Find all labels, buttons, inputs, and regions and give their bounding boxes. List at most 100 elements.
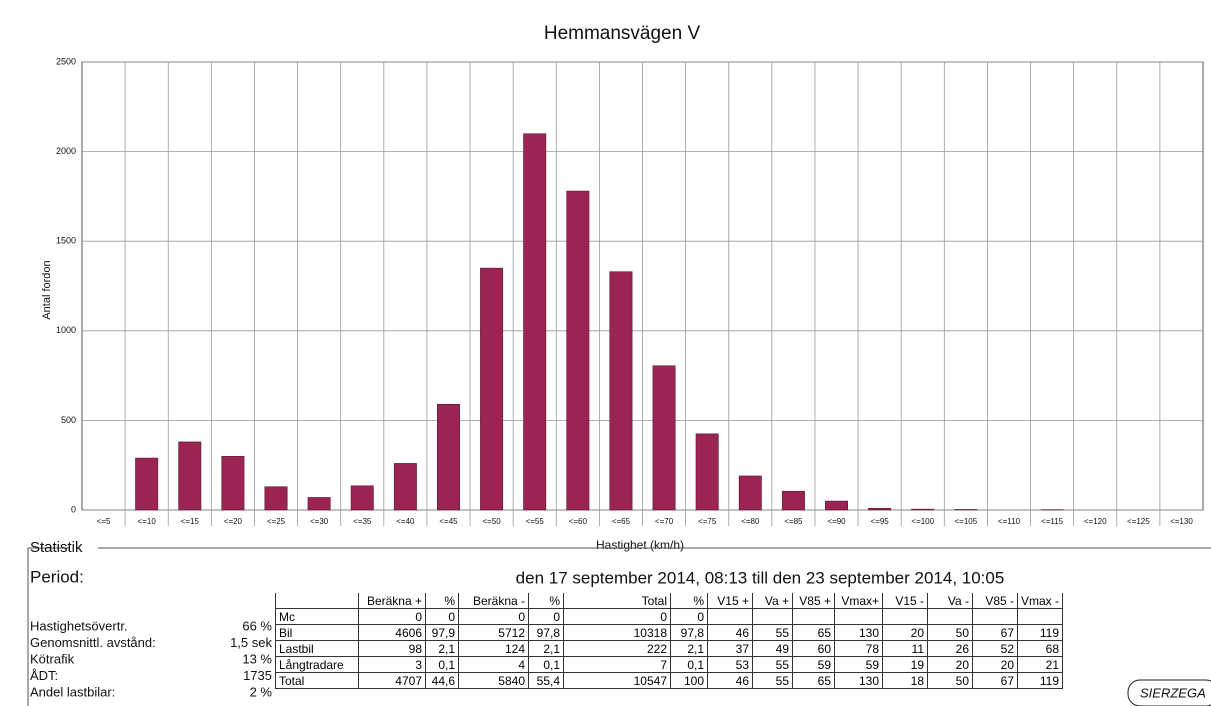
y-tick-label: 2000 [56, 146, 76, 156]
x-tick-label: <=35 [353, 517, 372, 526]
chart-title: Hemmansvägen V [544, 23, 701, 44]
y-axis-label: Antal fordon [41, 260, 53, 319]
x-tick-label: <=95 [871, 517, 890, 526]
table-cell: 0,1 [425, 656, 459, 673]
table-cell: 2,1 [528, 640, 564, 657]
table-cell: 124 [458, 640, 529, 657]
table-cell: 0 [425, 608, 459, 625]
x-tick-label: <=90 [827, 517, 846, 526]
table-cell: 0,1 [670, 656, 708, 673]
y-tick-label: 1500 [56, 236, 76, 246]
table-cell: 78 [834, 640, 883, 657]
bar [954, 509, 978, 511]
row-label: Lastbil [275, 640, 359, 657]
table-cell: 37 [707, 640, 753, 657]
table-cell: 4 [458, 656, 529, 673]
column-header: V15 + [707, 593, 753, 609]
table-cell: 100 [670, 672, 708, 689]
x-tick-label: <=15 [181, 517, 200, 526]
x-tick-label: <=30 [310, 517, 329, 526]
table-cell [972, 608, 1018, 625]
bar [825, 500, 848, 511]
table-cell: 67 [972, 624, 1018, 641]
statistics-heading: Statistik [30, 539, 83, 556]
stat-value: 1,5 sek [230, 635, 272, 650]
table-cell: 0 [458, 608, 529, 625]
column-header: Va - [927, 593, 973, 609]
table-cell: 98 [358, 640, 426, 657]
table-cell: 60 [792, 640, 835, 657]
table-cell: 21 [1016, 656, 1064, 673]
table-cell: 55 [752, 672, 793, 689]
table-cell: 10547 [563, 672, 671, 689]
bar [652, 365, 676, 511]
table-cell: 2,1 [425, 640, 459, 657]
column-header: Va + [752, 593, 793, 609]
bar [609, 271, 633, 511]
table-cell: 2,1 [670, 640, 708, 657]
table-cell: 0 [670, 608, 708, 625]
table-cell [1016, 608, 1064, 625]
stat-value: 66 % [242, 618, 272, 633]
table-cell: 5712 [458, 624, 529, 641]
table-cell [882, 608, 928, 625]
column-header: Vmax+ [834, 593, 883, 609]
bar [178, 441, 202, 511]
table-cell: 50 [927, 672, 973, 689]
table-cell: 26 [927, 640, 973, 657]
table-cell: 0 [528, 608, 564, 625]
statistics-table: Beräkna +% Beräkna -% Total% V15 + Va + V85 +… [275, 593, 1064, 689]
bar [868, 507, 892, 511]
table-cell: 19 [882, 656, 928, 673]
table-cell [792, 608, 835, 625]
table-cell: 46 [707, 624, 753, 641]
x-tick-label: <=50 [482, 517, 501, 526]
table-cell: 5840 [458, 672, 529, 689]
logo: SIERZEGA [1140, 685, 1206, 700]
table-cell: 59 [834, 656, 883, 673]
x-tick-label: <=10 [138, 517, 157, 526]
x-tick-label: <=105 [955, 517, 978, 526]
table-cell: 50 [927, 624, 973, 641]
period-label: Period: [30, 567, 84, 586]
table-cell: 3 [358, 656, 426, 673]
header-corner [275, 593, 359, 609]
x-tick-label: <=20 [224, 517, 243, 526]
y-tick-label: 500 [61, 415, 76, 425]
x-tick-label: <=110 [998, 517, 1021, 526]
x-tick-label: <=45 [439, 517, 458, 526]
x-tick-label: <=55 [526, 517, 545, 526]
table-cell: 53 [707, 656, 753, 673]
table-cell: 222 [563, 640, 671, 657]
table-cell: 20 [972, 656, 1018, 673]
table-cell: 55,4 [528, 672, 564, 689]
x-tick-label: <=125 [1127, 517, 1150, 526]
row-label: Långtradare [275, 656, 359, 673]
logo-frame [1127, 679, 1211, 706]
table-cell: 4707 [358, 672, 426, 689]
table-cell: 44,6 [425, 672, 459, 689]
period-text: den 17 september 2014, 08:13 till den 23… [516, 568, 1005, 587]
bar [264, 486, 288, 511]
column-header: V85 - [972, 593, 1018, 609]
table-cell: 65 [792, 672, 835, 689]
stat-label: Andel lastbilar: [30, 684, 115, 699]
x-tick-label: <=25 [267, 517, 286, 526]
table-cell: 18 [882, 672, 928, 689]
column-header: V15 - [882, 593, 928, 609]
table-cell: 0,1 [528, 656, 564, 673]
x-tick-label: <=60 [569, 517, 588, 526]
bar [393, 463, 417, 511]
bar [221, 455, 245, 511]
table-cell: 55 [752, 656, 793, 673]
stat-value: 13 % [242, 651, 272, 666]
table-cell: 7 [563, 656, 671, 673]
table-cell: 130 [834, 624, 883, 641]
table-cell: 52 [972, 640, 1018, 657]
column-header: % [528, 593, 564, 609]
stat-label: Kötrafik [30, 651, 75, 666]
bar [695, 433, 719, 511]
x-axis-label: Hastighet (km/h) [596, 538, 684, 552]
statistics-frame [27, 547, 70, 706]
